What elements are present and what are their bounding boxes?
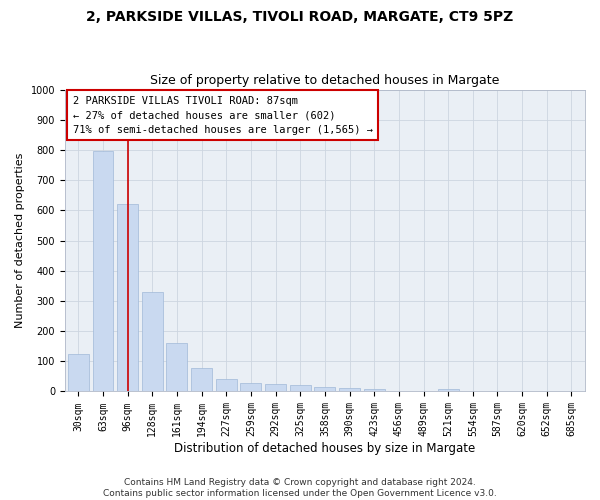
Bar bbox=[117, 204, 138, 392]
Y-axis label: Number of detached properties: Number of detached properties bbox=[15, 153, 25, 328]
Title: Size of property relative to detached houses in Margate: Size of property relative to detached ho… bbox=[150, 74, 500, 87]
X-axis label: Distribution of detached houses by size in Margate: Distribution of detached houses by size … bbox=[174, 442, 476, 455]
Text: Contains HM Land Registry data © Crown copyright and database right 2024.
Contai: Contains HM Land Registry data © Crown c… bbox=[103, 478, 497, 498]
Text: 2, PARKSIDE VILLAS, TIVOLI ROAD, MARGATE, CT9 5PZ: 2, PARKSIDE VILLAS, TIVOLI ROAD, MARGATE… bbox=[86, 10, 514, 24]
Bar bbox=[290, 385, 311, 392]
Bar bbox=[191, 368, 212, 392]
Bar bbox=[142, 292, 163, 392]
Bar bbox=[314, 387, 335, 392]
Bar bbox=[364, 390, 385, 392]
Bar bbox=[166, 343, 187, 392]
Bar bbox=[437, 389, 458, 392]
Bar bbox=[265, 384, 286, 392]
Text: 2 PARKSIDE VILLAS TIVOLI ROAD: 87sqm
← 27% of detached houses are smaller (602)
: 2 PARKSIDE VILLAS TIVOLI ROAD: 87sqm ← 2… bbox=[73, 96, 373, 135]
Bar bbox=[92, 152, 113, 392]
Bar bbox=[241, 383, 262, 392]
Bar bbox=[216, 380, 237, 392]
Bar bbox=[68, 354, 89, 392]
Bar bbox=[339, 388, 360, 392]
